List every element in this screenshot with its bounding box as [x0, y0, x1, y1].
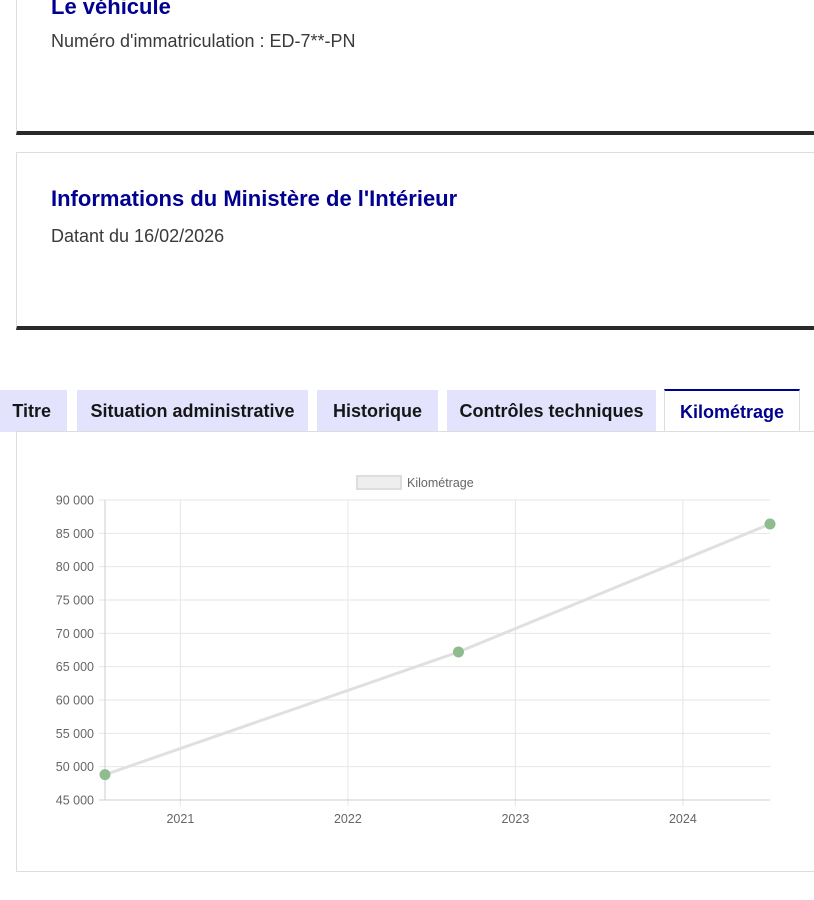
- data-point: [452, 646, 464, 658]
- chart-grid: [99, 499, 770, 806]
- tab-controles-techniques[interactable]: Contrôles techniques: [447, 390, 656, 432]
- y-tick-label: 85 000: [56, 527, 94, 541]
- y-tick-label: 50 000: [56, 760, 94, 774]
- x-tick-label: 2022: [334, 812, 362, 826]
- ministry-card: Informations du Ministère de l'Intérieur…: [16, 152, 814, 330]
- data-point: [764, 518, 776, 530]
- mileage-chart: 45 000 50 000 55 000 60 000 65 000 70 000 75 0…: [56, 475, 776, 826]
- legend-swatch: [356, 475, 402, 490]
- tab-situation-administrative[interactable]: Situation administrative: [77, 390, 308, 432]
- y-tick-label: 90 000: [56, 494, 94, 508]
- vehicle-card: Le véhicule Numéro d'immatriculation : E…: [16, 0, 814, 135]
- kilometrage-panel: 45 000 50 000 55 000 60 000 65 000 70 000 75 0…: [16, 431, 814, 872]
- data-point: [99, 769, 111, 781]
- tab-underline: [799, 431, 814, 432]
- ministry-card-title: Informations du Ministère de l'Intérieur: [51, 186, 458, 211]
- tab-list: Titre Situation administrative Historiqu…: [0, 389, 814, 433]
- ministry-date-text: Datant du 16/02/2026: [51, 226, 225, 246]
- y-tick-label: 65 000: [56, 660, 94, 674]
- plate-number-text: Numéro d'immatriculation : ED-7**-PN: [51, 31, 356, 51]
- y-tick-label: 70 000: [56, 627, 94, 641]
- x-tick-label: 2024: [669, 812, 697, 826]
- y-tick-label: 75 000: [56, 594, 94, 608]
- tab-kilometrage[interactable]: Kilométrage: [664, 389, 800, 433]
- y-tick-label: 60 000: [56, 694, 94, 708]
- y-tick-label: 45 000: [56, 794, 94, 808]
- series-line: [104, 522, 771, 777]
- chart-legend[interactable]: Kilométrage: [356, 475, 474, 490]
- tab-titre[interactable]: Titre: [0, 390, 67, 432]
- legend-label: Kilométrage: [407, 476, 474, 490]
- x-tick-label: 2021: [166, 812, 194, 826]
- y-tick-label: 80 000: [56, 560, 94, 574]
- tab-historique[interactable]: Historique: [317, 390, 438, 432]
- y-tick-label: 55 000: [56, 727, 94, 741]
- chart-series: [99, 518, 776, 781]
- vehicle-card-title: Le véhicule: [51, 0, 171, 19]
- chart-axes: 45 000 50 000 55 000 60 000 65 000 70 000 75 0…: [56, 494, 770, 826]
- x-tick-label: 2023: [501, 812, 529, 826]
